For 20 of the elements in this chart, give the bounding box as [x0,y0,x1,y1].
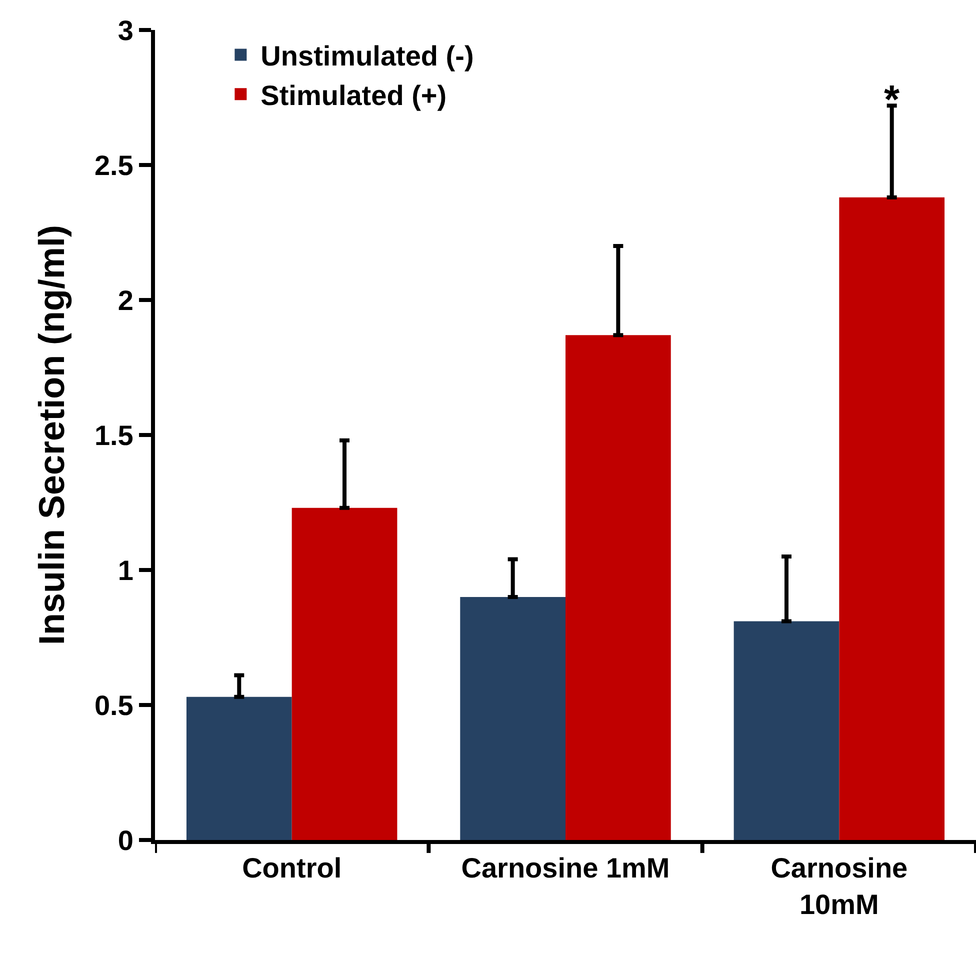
bar [734,621,840,840]
y-axis-title: Insulin Secretion (ng/ml) [30,224,72,646]
y-tick-label: 0.5 [94,690,134,721]
y-tick-label: 2 [118,284,134,316]
y-tick-label: 1 [118,554,134,586]
x-tick-label: Control [242,852,342,884]
legend-label: Stimulated (+) [260,80,447,112]
x-tick-label: Carnosine 1mM [461,852,670,884]
bar [566,335,671,840]
bar [839,197,945,840]
y-tick-label: 1.5 [94,420,134,451]
y-tick-label: 0 [118,824,134,856]
y-tick-label: 2.5 [94,150,134,181]
annotation: * [884,78,900,122]
bar [460,597,566,840]
bar [292,508,398,840]
x-tick-label: Carnosine 10mM [770,852,908,920]
bar [186,696,292,840]
legend-label: Unstimulated (-) [260,40,474,72]
y-tick-label: 3 [118,14,134,46]
